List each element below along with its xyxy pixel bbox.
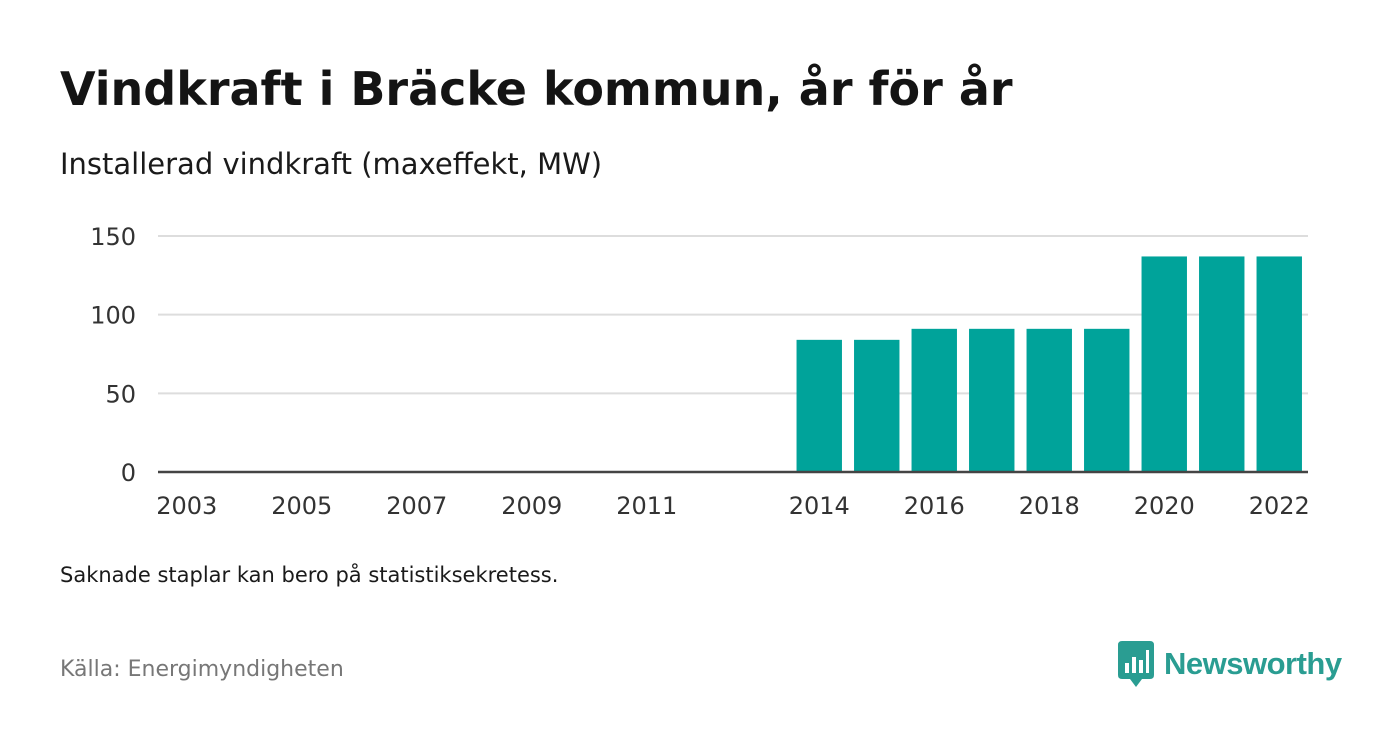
x-tick-label: 2007: [386, 492, 447, 520]
footnote: Saknade staplar kan bero på statistiksek…: [60, 563, 559, 587]
x-tick-label: 2011: [616, 492, 677, 520]
newsworthy-logo: Newsworthy: [1118, 640, 1342, 688]
bar-2019: [1084, 328, 1130, 472]
y-tick-label: 100: [90, 302, 136, 330]
bar-chart: 0 50 100 150 2003 2005 2007 2009 2011 2014 2016 201…: [90, 223, 1310, 520]
x-tick-label: 2016: [904, 492, 965, 520]
x-tick-label: 2022: [1249, 492, 1310, 520]
x-tick-label: 2014: [789, 492, 850, 520]
chart-subtitle: Installerad vindkraft (maxeffekt, MW): [60, 147, 603, 181]
chart-title: Vindkraft i Bräcke kommun, år för år: [60, 62, 1013, 116]
bar-2017: [969, 328, 1015, 472]
x-tick-label: 2020: [1134, 492, 1195, 520]
x-tick-label: 2009: [501, 492, 562, 520]
bar-2014: [796, 339, 842, 472]
bar-2015: [854, 339, 900, 472]
x-tick-label: 2018: [1019, 492, 1080, 520]
bar-2018: [1026, 328, 1072, 472]
bars: [796, 256, 1302, 472]
bar-2020: [1141, 256, 1187, 472]
gridlines: [158, 235, 1308, 395]
y-tick-label: 150: [90, 223, 136, 251]
bar-2022: [1256, 256, 1302, 472]
brand-name: Newsworthy: [1164, 646, 1342, 681]
y-tick-label: 0: [121, 459, 136, 487]
x-tick-label: 2005: [271, 492, 332, 520]
x-tick-label: 2003: [156, 492, 217, 520]
axes: 0 50 100 150 2003 2005 2007 2009 2011 2014 2016 201…: [90, 223, 1310, 520]
bar-2021: [1199, 256, 1245, 472]
y-tick-label: 50: [105, 380, 136, 408]
source-label: Källa: Energimyndigheten: [60, 657, 344, 682]
bar-chart-logo-icon: [1118, 641, 1154, 687]
bar-2016: [911, 328, 957, 472]
